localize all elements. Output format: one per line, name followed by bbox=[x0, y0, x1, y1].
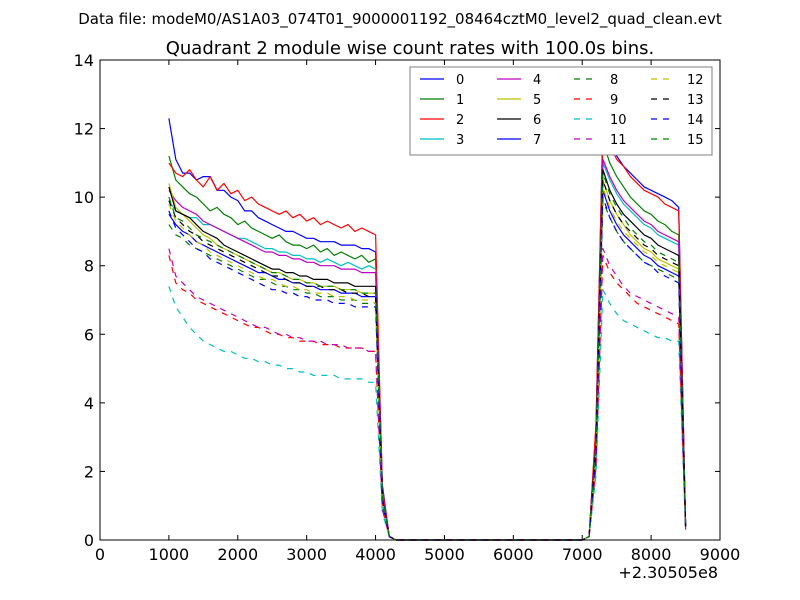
legend-label-8: 8 bbox=[610, 73, 618, 88]
x-offset-label: +2.30505e8 bbox=[618, 563, 718, 582]
legend-label-1: 1 bbox=[456, 93, 464, 108]
x-tick-label: 8000 bbox=[631, 545, 672, 564]
x-tick-label: 1000 bbox=[149, 545, 190, 564]
x-tick-label: 6000 bbox=[493, 545, 534, 564]
legend-label-6: 6 bbox=[533, 113, 541, 128]
legend-label-7: 7 bbox=[533, 133, 541, 148]
x-tick-label: 4000 bbox=[355, 545, 396, 564]
x-tick-label: 3000 bbox=[286, 545, 327, 564]
x-axis: 0 1000 2000 3000 4000 5000 6000 7000 8000 9000 bbox=[95, 60, 740, 564]
y-tick-label: 12 bbox=[74, 120, 94, 139]
y-tick-label: 10 bbox=[74, 188, 94, 207]
legend-label-12: 12 bbox=[687, 73, 704, 88]
y-tick-label: 2 bbox=[84, 462, 94, 481]
series-line-10 bbox=[168, 286, 687, 541]
x-tick-label: 9000 bbox=[700, 545, 741, 564]
legend-label-2: 2 bbox=[456, 113, 464, 128]
y-tick-label: 6 bbox=[84, 325, 94, 344]
plot-frame bbox=[99, 59, 721, 541]
y-tick-label: 8 bbox=[84, 257, 94, 276]
y-tick-label: 14 bbox=[74, 51, 94, 70]
x-tick-label: 2000 bbox=[217, 545, 258, 564]
legend-label-9: 9 bbox=[610, 93, 618, 108]
legend-label-4: 4 bbox=[533, 73, 541, 88]
legend-label-10: 10 bbox=[610, 113, 627, 128]
legend-label-0: 0 bbox=[456, 73, 464, 88]
y-tick-label: 0 bbox=[84, 531, 94, 550]
series-line-11 bbox=[168, 248, 687, 541]
legend-label-3: 3 bbox=[456, 133, 464, 148]
y-tick-label: 4 bbox=[84, 394, 94, 413]
x-tick-label: 7000 bbox=[562, 545, 603, 564]
x-tick-label: 0 bbox=[95, 545, 105, 564]
legend-label-11: 11 bbox=[610, 133, 627, 148]
legend-label-5: 5 bbox=[533, 93, 541, 108]
legend-label-13: 13 bbox=[687, 93, 704, 108]
legend-box bbox=[409, 66, 713, 156]
series-line-15 bbox=[168, 172, 687, 541]
chart-title: Quadrant 2 module wise count rates with … bbox=[166, 38, 655, 59]
series-lines bbox=[168, 118, 687, 541]
figure-suptitle: Data file: modeM0/AS1A03_074T01_90000011… bbox=[78, 10, 722, 29]
legend-label-14: 14 bbox=[687, 113, 704, 128]
legend-label-15: 15 bbox=[687, 133, 704, 148]
x-tick-label: 5000 bbox=[424, 545, 465, 564]
